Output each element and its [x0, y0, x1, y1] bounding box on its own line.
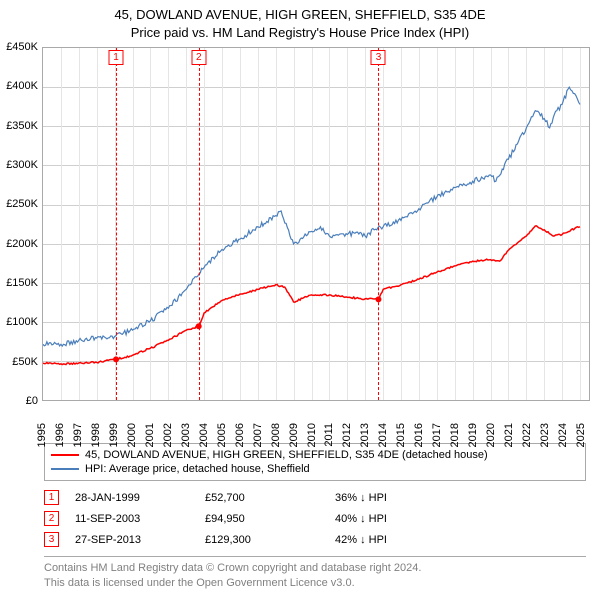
x-tick-label: 2010: [306, 423, 318, 447]
event-price: £52,700: [205, 492, 335, 504]
x-tick-label: 2012: [341, 423, 353, 447]
footer: Contains HM Land Registry data © Crown c…: [44, 556, 586, 591]
y-tick-label: £400K: [6, 80, 38, 92]
x-tick-label: 2009: [288, 423, 300, 447]
y-tick-label: £50K: [12, 356, 38, 368]
y-tick-label: £250K: [6, 198, 38, 210]
y-tick-label: £100K: [6, 316, 38, 328]
x-tick-label: 2019: [467, 423, 479, 447]
x-tick-label: 2011: [323, 423, 335, 447]
legend: 45, DOWLAND AVENUE, HIGH GREEN, SHEFFIEL…: [44, 443, 586, 481]
chart: £0 £50K £100K £150K £200K £250K £300K £350K £400…: [0, 43, 600, 437]
event-delta: 42% ↓ HPI: [335, 534, 387, 546]
event-price: £129,300: [205, 534, 335, 546]
x-tick-label: 2003: [180, 423, 192, 447]
event-marker: 3: [371, 50, 386, 65]
legend-label: HPI: Average price, detached house, Shef…: [85, 463, 310, 475]
x-tick-label: 2023: [539, 423, 551, 447]
x-tick-label: 2005: [216, 423, 228, 447]
x-tick-label: 1996: [54, 423, 66, 447]
x-tick-label: 1995: [36, 423, 48, 447]
x-tick-label: 2017: [431, 423, 443, 447]
x-tick-label: 2018: [449, 423, 461, 447]
x-tick-label: 2014: [377, 423, 389, 447]
event-row: 2 11-SEP-2003£94,95040% ↓ HPI: [44, 508, 586, 529]
legend-row: HPI: Average price, detached house, Shef…: [51, 462, 579, 476]
x-tick-label: 2001: [144, 423, 156, 447]
event-date: 28-JAN-1999: [75, 492, 205, 504]
x-tick-label: 2002: [162, 423, 174, 447]
x-tick-label: 2006: [234, 423, 246, 447]
event-date: 27-SEP-2013: [75, 534, 205, 546]
event-row: 1 28-JAN-1999£52,70036% ↓ HPI: [44, 487, 586, 508]
event-row-marker: 3: [44, 532, 59, 547]
x-tick-label: 2008: [270, 423, 282, 447]
x-tick-label: 2015: [395, 423, 407, 447]
event-date: 11-SEP-2003: [75, 513, 205, 525]
x-tick-label: 1999: [108, 423, 120, 447]
legend-row: 45, DOWLAND AVENUE, HIGH GREEN, SHEFFIEL…: [51, 448, 579, 462]
event-delta: 36% ↓ HPI: [335, 492, 387, 504]
x-tick-label: 2020: [485, 423, 497, 447]
event-row: 3 27-SEP-2013£129,30042% ↓ HPI: [44, 529, 586, 550]
y-tick-label: £350K: [6, 120, 38, 132]
y-tick-label: £0: [26, 395, 38, 407]
y-tick-label: £200K: [6, 238, 38, 250]
event-guide: [116, 48, 117, 400]
x-tick-label: 2013: [359, 423, 371, 447]
footer-line2: This data is licensed under the Open Gov…: [44, 576, 586, 591]
legend-swatch: [51, 454, 79, 456]
title-block: 45, DOWLAND AVENUE, HIGH GREEN, SHEFFIEL…: [0, 0, 600, 41]
events-table: 1 28-JAN-1999£52,70036% ↓ HPI 2 11-SEP-2003…: [44, 487, 586, 550]
series-property: [43, 226, 580, 365]
series-hpi: [43, 87, 580, 346]
chart-lines: [43, 48, 589, 401]
event-row-marker: 1: [44, 490, 59, 505]
legend-label: 45, DOWLAND AVENUE, HIGH GREEN, SHEFFIEL…: [85, 449, 488, 461]
event-price: £94,950: [205, 513, 335, 525]
footer-line1: Contains HM Land Registry data © Crown c…: [44, 561, 586, 576]
x-tick-label: 2024: [557, 423, 569, 447]
x-tick-label: 2025: [575, 423, 587, 447]
legend-swatch: [51, 468, 79, 470]
x-tick-label: 2004: [198, 423, 210, 447]
event-delta: 40% ↓ HPI: [335, 513, 387, 525]
x-tick-label: 2022: [521, 423, 533, 447]
event-guide: [199, 48, 200, 400]
event-row-marker: 2: [44, 511, 59, 526]
event-marker: 2: [191, 50, 206, 65]
x-tick-label: 2016: [413, 423, 425, 447]
x-axis-labels: 1995199619971998199920002001200220032004…: [42, 403, 590, 437]
event-guide: [378, 48, 379, 400]
y-axis-labels: £0 £50K £100K £150K £200K £250K £300K £350K £400…: [0, 43, 40, 437]
y-tick-label: £150K: [6, 277, 38, 289]
y-tick-label: £300K: [6, 159, 38, 171]
x-tick-label: 2000: [126, 423, 138, 447]
event-marker: 1: [109, 50, 124, 65]
title-address: 45, DOWLAND AVENUE, HIGH GREEN, SHEFFIEL…: [0, 6, 600, 24]
plot-area: 1 2 3: [42, 47, 590, 401]
x-tick-label: 2007: [252, 423, 264, 447]
y-tick-label: £450K: [6, 41, 38, 53]
x-tick-label: 1997: [72, 423, 84, 447]
title-subtitle: Price paid vs. HM Land Registry's House …: [0, 24, 600, 42]
x-tick-label: 2021: [503, 423, 515, 447]
x-tick-label: 1998: [90, 423, 102, 447]
